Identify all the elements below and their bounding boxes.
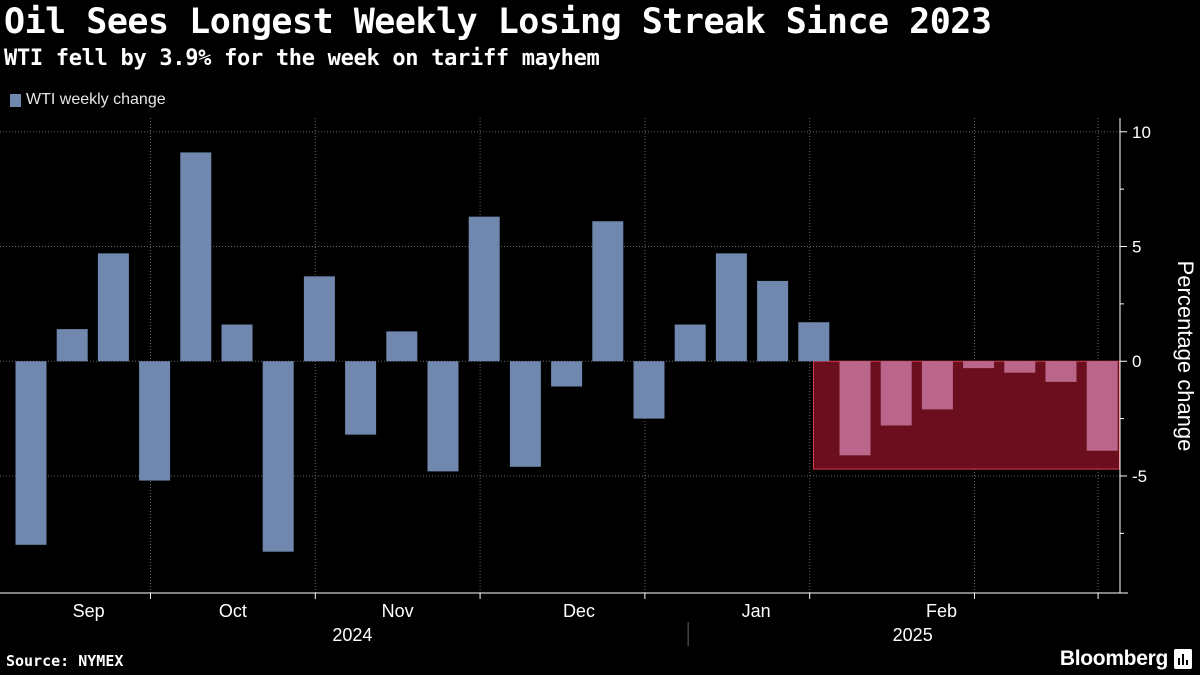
bar <box>798 322 830 362</box>
y-tick-label: -5 <box>1132 467 1147 486</box>
bar <box>963 361 995 369</box>
bar <box>139 361 171 481</box>
bar <box>674 324 706 362</box>
chart-title: Oil Sees Longest Weekly Losing Streak Si… <box>4 2 992 42</box>
y-axis-title: Percentage change <box>1173 261 1198 452</box>
y-tick-label: 5 <box>1132 238 1141 257</box>
bar <box>468 216 500 362</box>
legend-swatch <box>10 93 21 107</box>
bar <box>509 361 541 467</box>
bar <box>592 221 624 362</box>
bar <box>180 152 212 362</box>
y-tick-label: 10 <box>1132 123 1151 142</box>
bar <box>56 329 88 362</box>
bar <box>427 361 459 472</box>
brand: Bloomberg <box>1060 647 1192 671</box>
x-year-label: 2025 <box>893 625 933 645</box>
bar <box>551 361 583 387</box>
legend: WTI weekly change <box>10 91 166 109</box>
bar <box>262 361 294 552</box>
y-tick-label: 0 <box>1132 352 1141 371</box>
bloomberg-logo-icon <box>1174 649 1192 669</box>
bar <box>1045 361 1077 382</box>
legend-label: WTI weekly change <box>26 91 166 108</box>
bar <box>839 361 871 456</box>
x-month-label: Feb <box>926 601 957 621</box>
chart-subtitle: WTI fell by 3.9% for the week on tariff … <box>4 46 600 71</box>
source-note: Source: NYMEX <box>6 652 124 670</box>
bar <box>221 324 253 362</box>
bar <box>345 361 377 435</box>
brand-name: Bloomberg <box>1059 647 1168 670</box>
bar <box>386 331 418 362</box>
x-month-label: Jan <box>742 601 771 621</box>
bar <box>97 253 129 362</box>
x-month-label: Nov <box>382 601 414 621</box>
bar <box>921 361 953 410</box>
x-month-label: Dec <box>563 601 595 621</box>
bar <box>757 280 789 362</box>
bar <box>715 253 747 362</box>
bar <box>880 361 912 426</box>
bar <box>303 276 335 362</box>
x-month-label: Oct <box>219 601 247 621</box>
x-year-label: 2024 <box>332 625 372 645</box>
bar <box>15 361 47 545</box>
bar <box>633 361 665 419</box>
x-month-label: Sep <box>73 601 105 621</box>
bar <box>1004 361 1036 373</box>
bar <box>1086 361 1118 451</box>
